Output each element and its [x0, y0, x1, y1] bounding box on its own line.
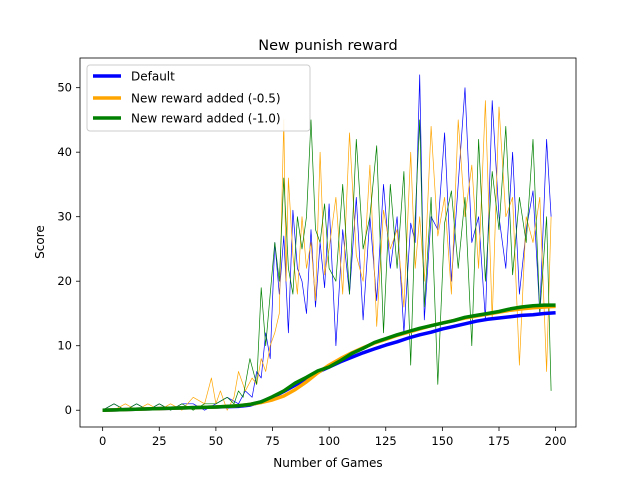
- legend-label-reward-10: New reward added (-1.0): [131, 112, 281, 126]
- x-tick-label: 200: [545, 434, 567, 448]
- y-tick-label: 40: [57, 145, 72, 159]
- legend-box: [86, 64, 311, 132]
- x-tick-label: 100: [318, 434, 340, 448]
- x-tick-label: 175: [488, 434, 510, 448]
- legend-label-default: Default: [131, 70, 175, 84]
- raw-score-lines: [102, 74, 552, 411]
- mean-line-default: [102, 311, 556, 412]
- plot-frame: [79, 57, 577, 428]
- y-tick-label: 30: [57, 210, 72, 224]
- x-tick-label: 0: [99, 434, 106, 448]
- y-tick-label: 20: [57, 274, 72, 288]
- x-tick-label: 150: [431, 434, 453, 448]
- raw-line-reward-10: [102, 119, 552, 411]
- chart-title: New punish reward: [258, 38, 397, 54]
- y-tick-label: 0: [65, 403, 72, 417]
- y-axis-label: Score: [33, 225, 47, 259]
- x-axis-ticks: 0 25 50 75 100 125 150 175 200: [99, 427, 567, 448]
- mean-line-reward-10: [102, 303, 556, 412]
- x-tick-label: 25: [152, 434, 167, 448]
- raw-line-reward-05: [102, 100, 552, 411]
- x-tick-label: 125: [375, 434, 397, 448]
- mean-score-lines: [102, 303, 556, 412]
- mean-line-reward-05: [102, 304, 556, 412]
- legend-label-reward-05: New reward added (-0.5): [131, 92, 281, 106]
- legend: Default New reward added (-0.5) New rewa…: [86, 64, 311, 132]
- x-tick-label: 75: [265, 434, 280, 448]
- x-tick-label: 50: [209, 434, 224, 448]
- x-axis-label: Number of Games: [273, 456, 382, 470]
- y-axis-ticks: 0 10 20 30 40 50: [57, 81, 80, 417]
- y-tick-label: 10: [57, 339, 72, 353]
- y-tick-label: 50: [57, 81, 72, 95]
